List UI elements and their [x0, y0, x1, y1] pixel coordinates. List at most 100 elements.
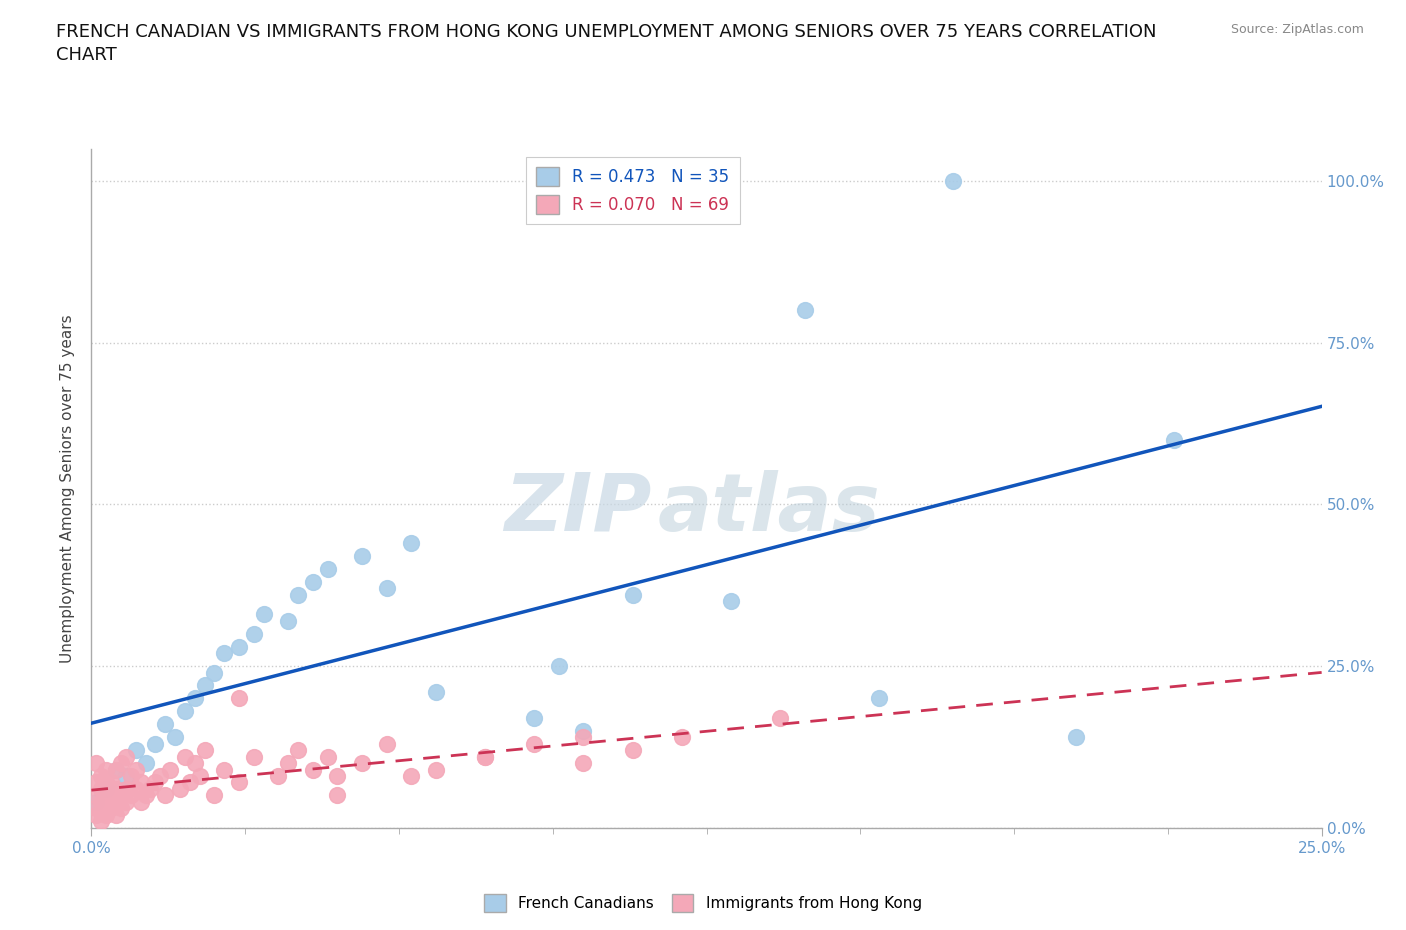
Point [96, 775, 117, 790]
Point [153, 717, 177, 732]
Point [769, 711, 792, 725]
Point [86, 794, 108, 809]
Point [474, 750, 496, 764]
Point [375, 737, 398, 751]
Point [96, 794, 117, 809]
Point [86, 788, 108, 803]
Point [159, 762, 181, 777]
Point [202, 788, 225, 803]
Point [474, 750, 496, 764]
Point [720, 594, 742, 609]
Point [375, 581, 398, 596]
Point [100, 801, 122, 816]
Point [188, 768, 211, 783]
Point [129, 794, 152, 809]
Point [110, 755, 132, 770]
Point [621, 743, 644, 758]
Point [523, 737, 546, 751]
Point [572, 755, 595, 770]
Point [399, 768, 422, 783]
Text: FRENCH CANADIAN VS IMMIGRANTS FROM HONG KONG UNEMPLOYMENT AMONG SENIORS OVER 75 : FRENCH CANADIAN VS IMMIGRANTS FROM HONG … [56, 23, 1157, 41]
Point [267, 768, 290, 783]
Point [96, 781, 117, 796]
Point [105, 807, 127, 822]
Point [572, 724, 595, 738]
Text: Source: ZipAtlas.com: Source: ZipAtlas.com [1230, 23, 1364, 36]
Point [86, 807, 108, 822]
Point [941, 174, 963, 189]
Point [183, 691, 207, 706]
Point [90, 794, 112, 809]
Point [1064, 730, 1087, 745]
Point [90, 768, 112, 783]
Point [90, 814, 112, 829]
Point [90, 781, 112, 796]
Point [163, 730, 186, 745]
Point [110, 801, 132, 816]
Point [96, 762, 117, 777]
Point [671, 730, 693, 745]
Point [277, 755, 299, 770]
Point [135, 788, 156, 803]
Point [621, 588, 644, 603]
Point [425, 684, 447, 699]
Point [105, 794, 127, 809]
Point [868, 691, 890, 706]
Point [253, 607, 276, 622]
Point [86, 755, 108, 770]
Point [287, 743, 309, 758]
Point [228, 775, 250, 790]
Point [183, 755, 207, 770]
Point [149, 768, 172, 783]
Point [120, 788, 142, 803]
Point [96, 807, 117, 822]
Point [212, 762, 235, 777]
Point [242, 750, 264, 764]
Point [124, 781, 146, 796]
Point [139, 781, 162, 796]
Point [145, 775, 166, 790]
Point [316, 562, 339, 577]
Point [100, 788, 122, 803]
Point [114, 750, 138, 764]
Point [316, 750, 339, 764]
Point [193, 743, 217, 758]
Point [96, 788, 117, 803]
Legend: French Canadians, Immigrants from Hong Kong: French Canadians, Immigrants from Hong K… [478, 888, 928, 918]
Point [145, 737, 166, 751]
Text: atlas: atlas [657, 470, 880, 548]
Point [793, 303, 815, 318]
Point [120, 768, 142, 783]
Point [100, 775, 122, 790]
Point [301, 575, 323, 590]
Point [212, 645, 235, 660]
Point [129, 775, 152, 790]
Y-axis label: Unemployment Among Seniors over 75 years: Unemployment Among Seniors over 75 years [60, 314, 76, 662]
Point [110, 788, 132, 803]
Point [135, 755, 156, 770]
Text: ZIP: ZIP [503, 470, 651, 548]
Point [352, 755, 374, 770]
Point [174, 704, 197, 719]
Point [242, 626, 264, 641]
Point [153, 788, 177, 803]
Point [174, 750, 197, 764]
Point [124, 743, 146, 758]
Point [326, 788, 349, 803]
Point [287, 588, 309, 603]
Point [202, 665, 225, 680]
Point [425, 762, 447, 777]
Point [105, 781, 127, 796]
Point [169, 781, 191, 796]
Legend: R = 0.473   N = 35, R = 0.070   N = 69: R = 0.473 N = 35, R = 0.070 N = 69 [526, 157, 740, 224]
Point [114, 781, 138, 796]
Point [228, 691, 250, 706]
Point [547, 658, 569, 673]
Point [105, 762, 127, 777]
Point [86, 775, 108, 790]
Point [228, 639, 250, 654]
Point [86, 801, 108, 816]
Text: CHART: CHART [56, 46, 117, 64]
Point [114, 794, 138, 809]
Point [179, 775, 201, 790]
